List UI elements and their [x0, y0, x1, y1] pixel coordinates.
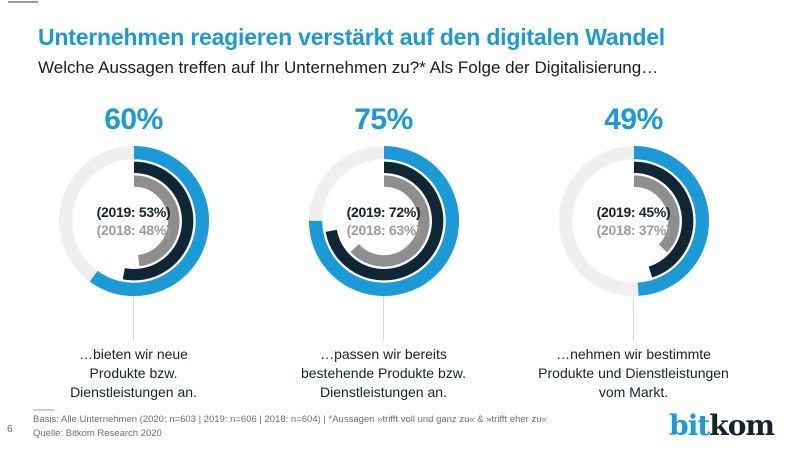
footer-divider-line	[33, 409, 54, 411]
bitkom-logo-kom: kom	[709, 409, 775, 442]
donut-center-text-2: (2019: 72%) (2018: 63%)	[308, 145, 460, 297]
footer-notes: Basis: Alle Unternehmen (2020: n=603 | 2…	[33, 413, 547, 442]
donut-group-2: 75% (2019: 72%) (2018: 63%) …passen wir …	[261, 103, 506, 402]
label-line: bestehende Produkte bzw.	[300, 364, 466, 381]
donut-group-3: 49% (2019: 45%) (2018: 37%) …nehmen wir …	[511, 103, 756, 402]
bitkom-logo-bit: bit	[669, 409, 710, 442]
percent-headline-2: 75%	[354, 102, 413, 136]
donut-center-text-3: (2019: 45%) (2018: 37%)	[558, 145, 710, 297]
connector-line-3	[633, 296, 634, 341]
donut-group-1: 60% (2019: 53%) (2018: 48%) …bieten wir …	[11, 103, 256, 402]
donut-label-2: …passen wir bereits bestehende Produkte …	[301, 345, 466, 402]
center-value-2018: (2018: 48%)	[96, 221, 171, 238]
connector-line-1	[133, 296, 134, 341]
connector-line-2	[383, 296, 384, 341]
label-line: …nehmen wir bestimmte	[556, 345, 711, 362]
donut-chart-3: (2019: 45%) (2018: 37%)	[558, 145, 710, 297]
label-line: Produkte bzw.	[89, 364, 178, 381]
bitkom-logo: bitkom	[669, 409, 775, 442]
label-line: …passen wir bereits	[320, 345, 447, 362]
center-value-2019: (2019: 53%)	[96, 203, 171, 220]
slide-title: Unternehmen reagieren verstärkt auf den …	[38, 24, 665, 50]
page-number: 6	[7, 424, 13, 435]
center-value-2019: (2019: 72%)	[346, 203, 421, 220]
percent-headline-1: 60%	[104, 102, 163, 136]
label-line: Dienstleistungen an.	[70, 383, 197, 400]
label-line: …bieten wir neue	[79, 345, 188, 362]
donut-charts-row: 60% (2019: 53%) (2018: 48%) …bieten wir …	[0, 103, 800, 402]
donut-label-1: …bieten wir neue Produkte bzw. Dienstlei…	[70, 345, 197, 402]
center-value-2018: (2018: 37%)	[596, 221, 671, 238]
center-value-2018: (2018: 63%)	[346, 221, 421, 238]
label-line: Produkte und Dienstleistungen	[538, 364, 729, 381]
label-line: Dienstleistungen an.	[320, 383, 447, 400]
footer-basis-line: Basis: Alle Unternehmen (2020: n=603 | 2…	[33, 414, 547, 425]
donut-chart-2: (2019: 72%) (2018: 63%)	[308, 145, 460, 297]
donut-label-3: …nehmen wir bestimmte Produkte und Diens…	[538, 345, 729, 402]
slide-subtitle: Welche Aussagen treffen auf Ihr Unterneh…	[38, 58, 659, 78]
donut-chart-1: (2019: 53%) (2018: 48%)	[58, 145, 210, 297]
slide-header: Unternehmen reagieren verstärkt auf den …	[0, 0, 800, 79]
screenshot-edge-artifact	[8, 1, 38, 3]
footer-source-line: Quelle: Bitkom Research 2020	[33, 428, 162, 440]
center-value-2019: (2019: 45%)	[596, 203, 671, 220]
donut-center-text-1: (2019: 53%) (2018: 48%)	[58, 145, 210, 297]
percent-headline-3: 49%	[604, 102, 663, 136]
label-line: vom Markt.	[598, 383, 669, 400]
